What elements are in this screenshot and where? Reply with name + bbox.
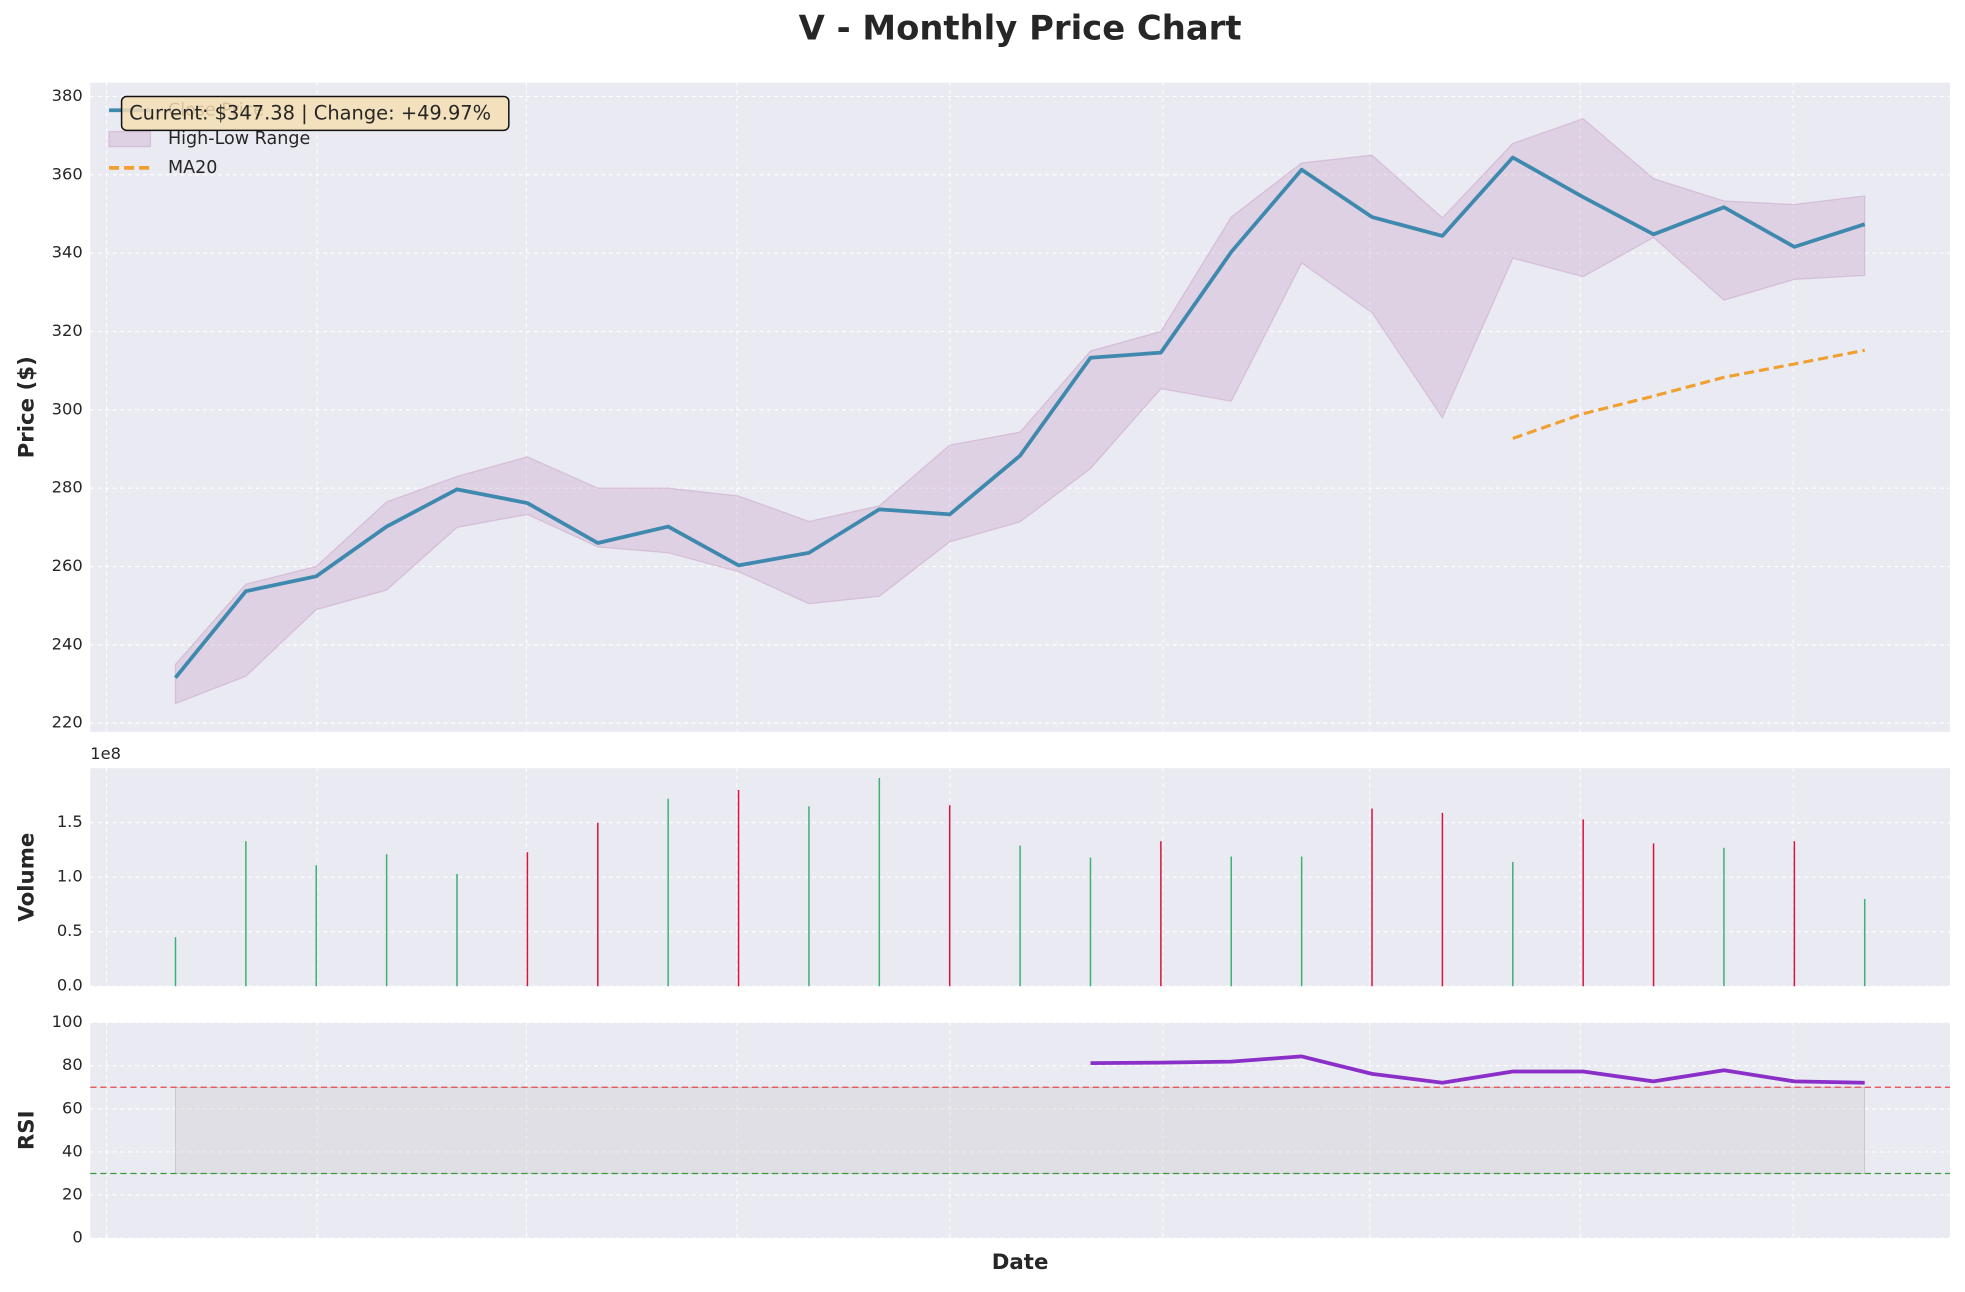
legend-label: High-Low Range <box>168 129 310 149</box>
annotation: Current: $347.38 | Change: +49.97% <box>129 102 491 125</box>
volume-bar <box>245 841 247 987</box>
volume-bar <box>1793 841 1796 987</box>
y-axis-label: RSI <box>15 1111 40 1151</box>
volume-bar <box>1160 841 1162 987</box>
y-axis-label: Price ($) <box>15 356 40 458</box>
x-axis-label: Date <box>992 1250 1049 1275</box>
volume-bar <box>878 777 881 987</box>
plot-area <box>90 1022 1950 1239</box>
volume-bar <box>667 798 669 987</box>
y-tick-label: 20 <box>62 1185 83 1204</box>
y-tick-label: 1.5 <box>57 812 83 831</box>
annotation-box <box>120 95 510 132</box>
volume-bar <box>1512 861 1514 987</box>
line-series <box>174 155 1866 679</box>
y-tick-label: 40 <box>62 1141 83 1160</box>
y-tick-label: 260 <box>52 556 83 575</box>
high-low-band <box>174 118 1866 705</box>
y-tick-label: 100 <box>52 1012 83 1031</box>
y-tick-label: 280 <box>52 478 83 497</box>
volume-bar <box>174 937 177 987</box>
y-tick-label: 320 <box>52 321 83 340</box>
volume-bar <box>1723 847 1725 987</box>
y-tick-label: 240 <box>52 634 83 653</box>
line-series <box>1512 348 1866 440</box>
offset-label: 1e8 <box>90 744 121 763</box>
volume-bar <box>1230 856 1233 987</box>
y-axis-label: Volume <box>15 833 40 922</box>
line-series <box>1090 1054 1865 1085</box>
neutral-zone <box>175 1086 1866 1174</box>
volume-bar <box>808 806 810 987</box>
y-tick-label: 360 <box>52 164 83 183</box>
plot-area <box>90 82 1950 732</box>
volume-bar <box>526 852 529 987</box>
y-tick-label: 80 <box>62 1055 83 1074</box>
y-tick-label: 300 <box>52 399 83 418</box>
volume-bar <box>1652 843 1655 987</box>
y-tick-label: 220 <box>52 713 83 732</box>
volume-bar <box>948 805 951 987</box>
y-tick-label: 60 <box>62 1098 83 1117</box>
volume-bar <box>597 822 599 987</box>
volume-bar <box>737 789 740 987</box>
volume-bar <box>315 865 317 987</box>
y-tick-label: 380 <box>52 86 83 105</box>
volume-bar <box>1441 812 1444 987</box>
y-tick-label: 0 <box>72 1228 82 1247</box>
volume-bar <box>1300 856 1303 987</box>
legend-swatch <box>108 130 152 148</box>
volume-bar <box>456 873 458 987</box>
y-tick-label: 1.0 <box>57 867 83 886</box>
volume-bar <box>385 854 388 987</box>
volume-bar <box>1863 899 1866 987</box>
volume-bar <box>1089 857 1092 987</box>
volume-bar <box>1019 845 1021 987</box>
volume-bar <box>1371 808 1373 987</box>
legend-label: MA20 <box>168 158 217 178</box>
chart-title: V - Monthly Price Chart <box>799 9 1242 48</box>
y-tick-label: 340 <box>52 243 83 262</box>
volume-bar <box>1582 819 1584 987</box>
y-tick-label: 0.5 <box>57 921 83 940</box>
y-tick-label: 0.0 <box>57 976 83 995</box>
